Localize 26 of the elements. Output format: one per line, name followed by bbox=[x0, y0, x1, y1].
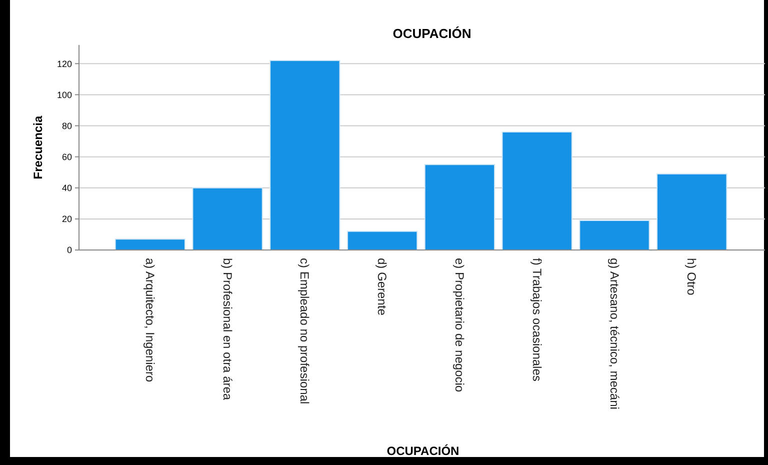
x-tick-label: b) Profesional en otra área bbox=[220, 258, 234, 400]
y-tick-label: 120 bbox=[56, 58, 72, 69]
x-tick-label: c) Empleado no profesional bbox=[298, 258, 312, 404]
chart-title: OCUPACIÓN bbox=[392, 26, 472, 41]
y-tick-label: 100 bbox=[56, 90, 72, 100]
x-tick-label: f) Trabajos ocasionales bbox=[530, 258, 544, 382]
x-tick-label: a) Arquitecto, Ingeniero bbox=[142, 258, 157, 382]
bar bbox=[270, 60, 340, 250]
bar bbox=[192, 187, 263, 250]
x-tick-label: h) Otro bbox=[684, 258, 699, 296]
y-axis-title: Frecuencia bbox=[31, 116, 45, 180]
bar bbox=[346, 230, 418, 250]
x-tick-label: e) Propietario de negocio bbox=[452, 258, 466, 392]
bar bbox=[656, 173, 728, 250]
y-tick-label: 80 bbox=[62, 120, 72, 131]
bar bbox=[502, 131, 572, 250]
y-tick-label: 20 bbox=[62, 214, 72, 224]
y-tick-label: 60 bbox=[62, 152, 72, 162]
bar bbox=[579, 220, 650, 250]
y-tick-label: 0 bbox=[66, 245, 72, 256]
x-axis-title: OCUPACIÓN bbox=[386, 444, 460, 458]
y-tick-label: 40 bbox=[62, 183, 72, 194]
bar bbox=[114, 238, 186, 250]
x-tick-label: g) Artesano, técnico, mecáni bbox=[607, 258, 622, 410]
x-tick-label: d) Gerente bbox=[375, 258, 390, 316]
bar bbox=[424, 164, 496, 250]
